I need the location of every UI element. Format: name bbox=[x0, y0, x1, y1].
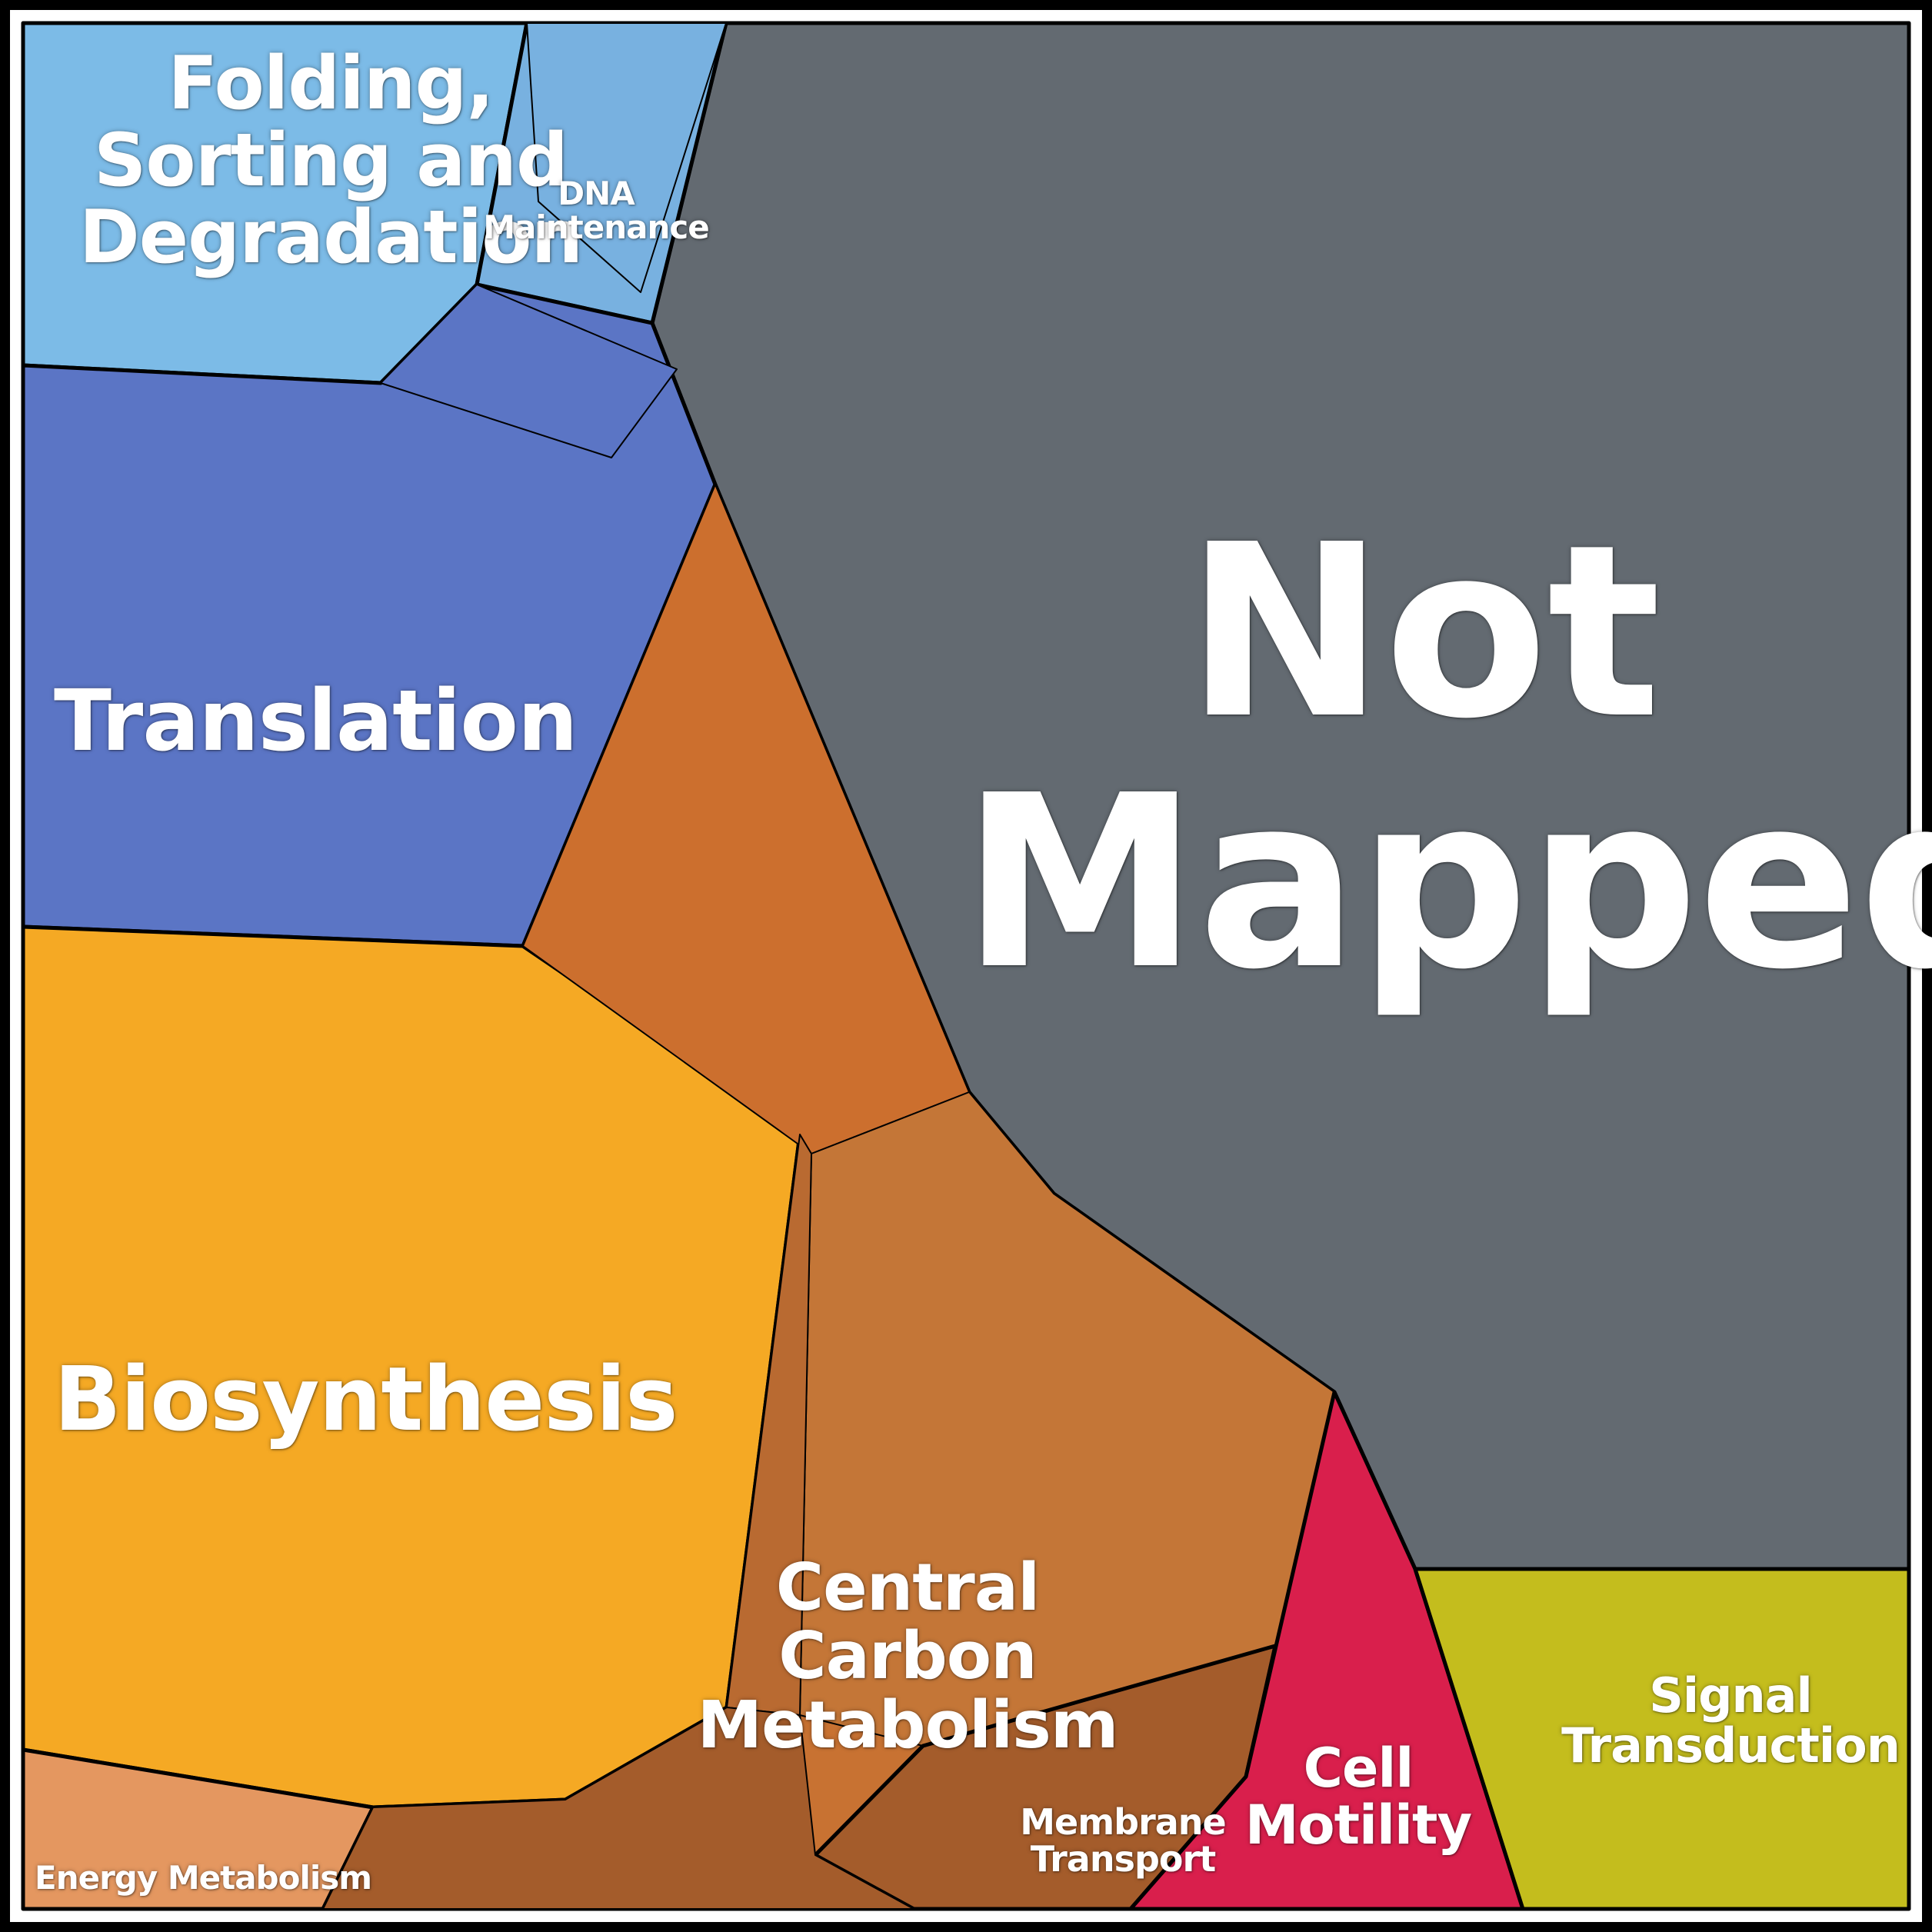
voronoi-treemap-canvas: Not MappedFolding, Sorting and Degradati… bbox=[0, 0, 1932, 1932]
label-central-carbon-metabolism: Central Carbon Metabolism bbox=[638, 1554, 1177, 1760]
label-not-mapped: Not Mapped bbox=[961, 508, 1884, 1008]
label-signal-transduction: Signal Transduction bbox=[1546, 1671, 1915, 1770]
label-energy-metabolism: Energy Metabolism bbox=[35, 1861, 496, 1895]
label-cell-motility: Cell Motility bbox=[1197, 1740, 1520, 1854]
label-dna-maintenance: DNA Maintenance bbox=[481, 177, 711, 245]
label-biosynthesis: Biosynthesis bbox=[54, 1354, 746, 1447]
label-translation: Translation bbox=[54, 677, 746, 766]
